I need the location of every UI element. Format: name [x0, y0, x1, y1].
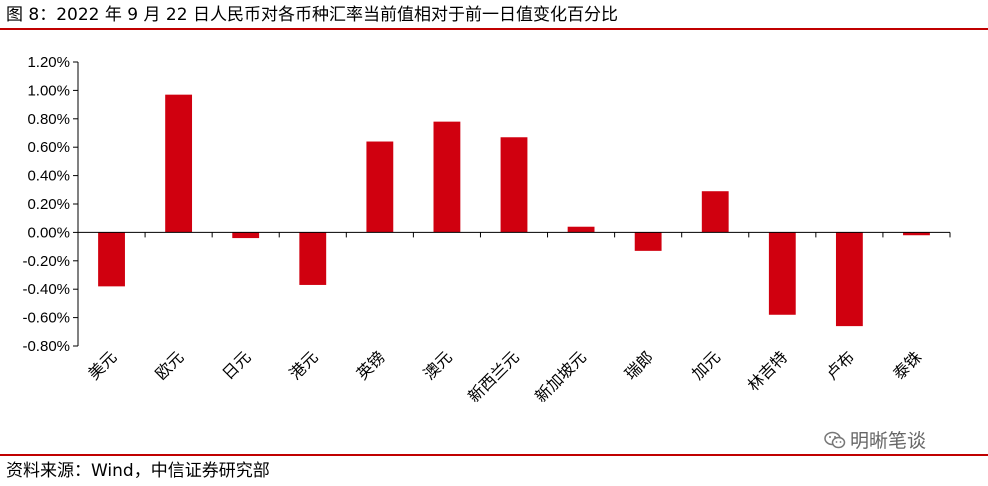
category-label: 美元 — [84, 347, 120, 383]
category-label: 瑞郎 — [621, 347, 657, 383]
bar — [433, 121, 461, 233]
category-label: 卢布 — [822, 347, 858, 383]
bar — [165, 94, 193, 233]
bar-chart: 1.20% 1.00% 0.80% 0.60% 0.40% 0.20% 0.00% -0.20… — [22, 54, 951, 406]
bar — [634, 232, 662, 251]
category-labels: 美元 欧元 日元 港元 英镑 澳元 新西兰元 新加坡元 瑞郎 加元 林吉特 卢布 泰铢 — [84, 347, 925, 406]
category-label: 加元 — [688, 347, 724, 383]
top-rule — [0, 28, 988, 30]
chart-title: 图 8：2022 年 9 月 22 日人民币对各币种汇率当前值相对于前一日值变化… — [6, 5, 618, 25]
watermark-label: 明晰笔谈 — [850, 430, 927, 452]
source-note: 资料来源：Wind，中信证券研究部 — [6, 461, 270, 481]
bar — [98, 232, 125, 287]
y-tick-label: -0.60% — [22, 310, 70, 327]
bar — [299, 232, 327, 285]
bar — [903, 232, 930, 236]
y-tick-label: 1.20% — [27, 54, 70, 71]
category-label: 新西兰元 — [464, 347, 523, 406]
y-tick-label: 0.40% — [27, 168, 70, 185]
x-axis — [77, 231, 951, 238]
watermark: 明晰笔谈 — [824, 426, 926, 453]
y-tick-label: 0.00% — [27, 224, 70, 241]
bar — [567, 226, 595, 233]
y-axis: 1.20% 1.00% 0.80% 0.60% 0.40% 0.20% 0.00% -0.20… — [22, 54, 79, 355]
y-tick-label: 0.60% — [27, 139, 70, 156]
y-tick-label: -0.40% — [22, 281, 70, 298]
y-tick-label: -0.80% — [22, 338, 70, 355]
bar — [835, 232, 863, 327]
bottom-rule — [0, 454, 988, 456]
y-tick-label: 1.00% — [27, 82, 70, 99]
bar — [232, 232, 260, 239]
bar — [701, 191, 729, 233]
wechat-icon — [824, 431, 846, 448]
y-tick-label: -0.20% — [22, 253, 70, 270]
bar — [768, 232, 796, 315]
bars — [98, 94, 930, 327]
category-label: 英镑 — [353, 347, 389, 383]
category-label: 新加坡元 — [531, 347, 590, 406]
bar — [500, 137, 528, 233]
y-tick-label: 0.80% — [27, 111, 70, 128]
category-label: 澳元 — [420, 347, 456, 383]
y-tick-label: 0.20% — [27, 196, 70, 213]
category-label: 欧元 — [151, 347, 187, 383]
category-label: 林吉特 — [744, 347, 791, 394]
bar — [366, 141, 394, 233]
category-label: 港元 — [286, 347, 322, 383]
category-label: 日元 — [218, 347, 254, 383]
category-label: 泰铢 — [889, 347, 925, 383]
